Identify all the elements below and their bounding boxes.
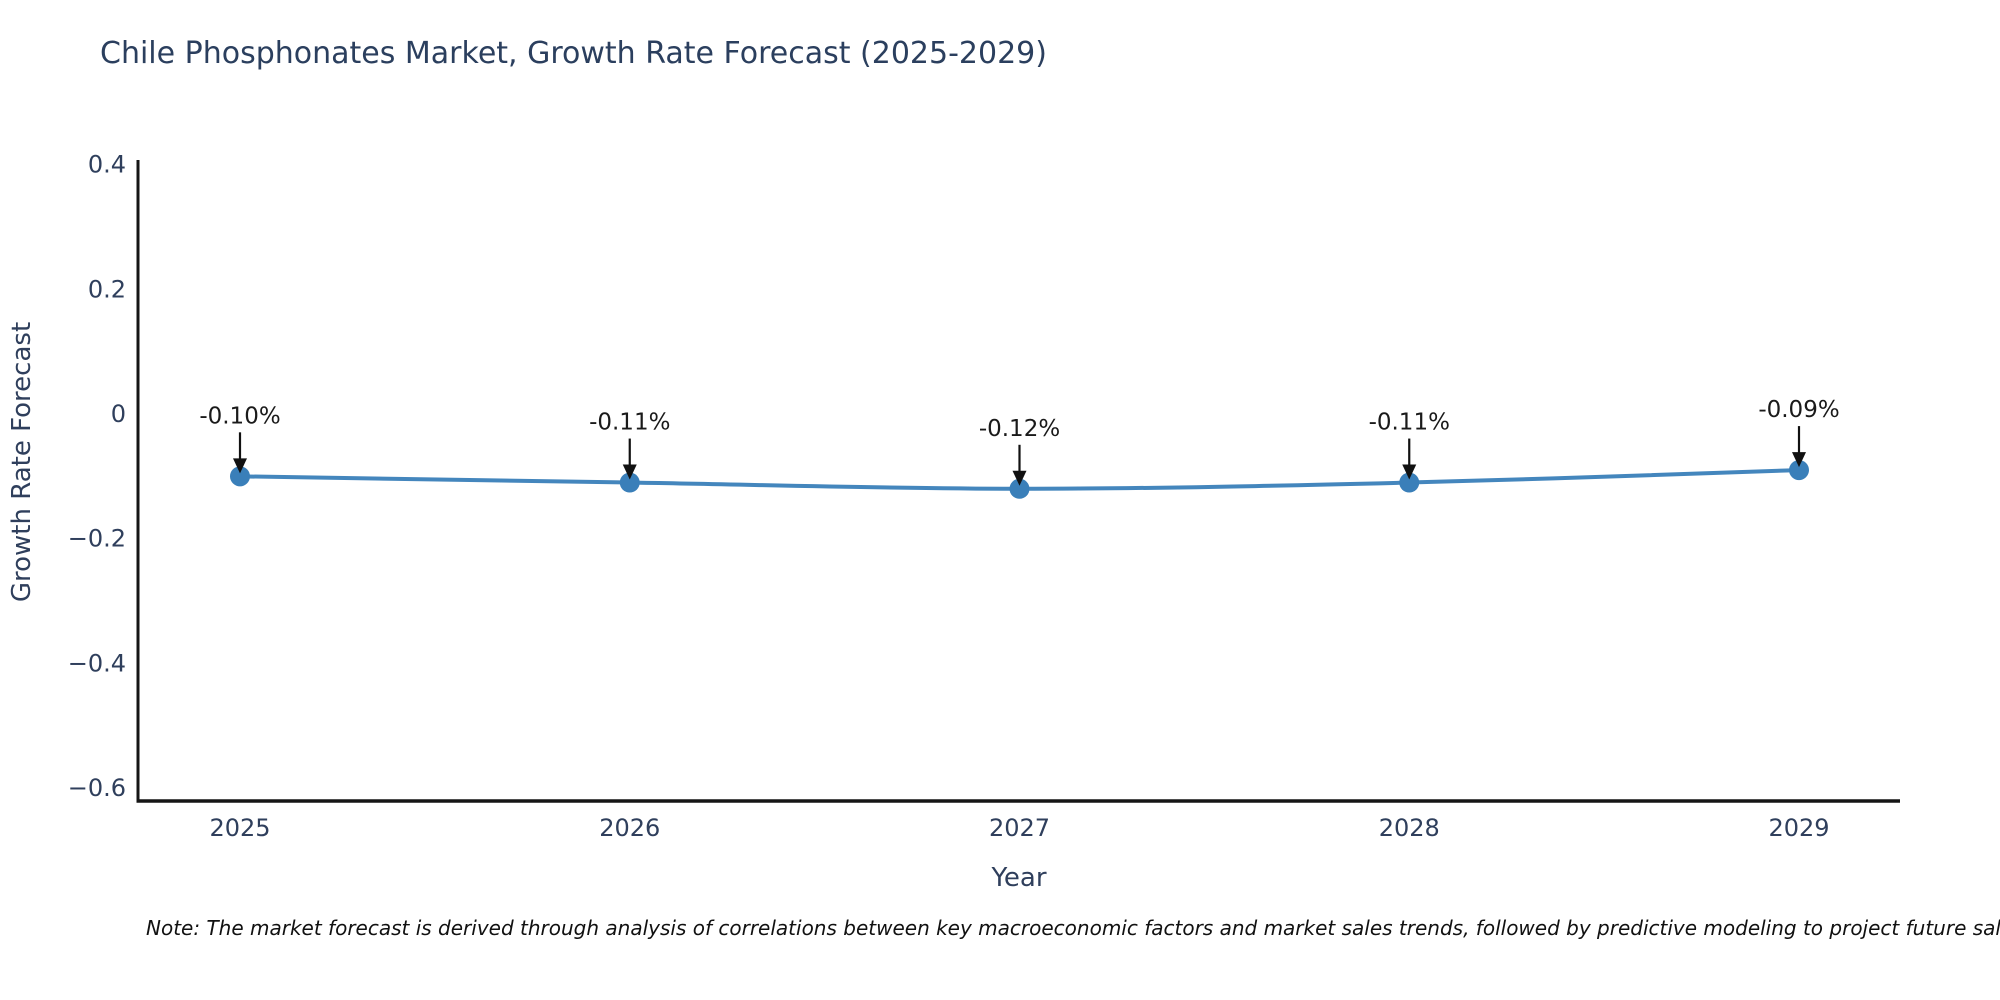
axes: [136, 160, 1900, 803]
x-axis-ticks: 2025 2026 2027 2028 2029: [209, 814, 1829, 842]
data-point-marker: [1789, 460, 1809, 481]
y-tick-label: −0.4: [68, 649, 126, 677]
x-tick-label: 2026: [599, 814, 660, 842]
annotation-label: -0.12%: [979, 416, 1060, 442]
y-tick-label: 0.2: [88, 275, 126, 303]
y-tick-label: −0.6: [68, 774, 126, 802]
x-tick-label: 2025: [209, 814, 270, 842]
y-tick-label: 0.4: [88, 151, 126, 179]
annotation-arrowhead: [1402, 464, 1417, 480]
x-tick-label: 2028: [1379, 814, 1440, 842]
y-axis-title: Growth Rate Forecast: [7, 322, 37, 602]
footnote: Note: The market forecast is derived thr…: [146, 916, 2000, 940]
annotations: -0.10% -0.11% -0.12% -0.11% -0.09%: [199, 397, 1840, 486]
annotation-arrowhead: [233, 458, 247, 474]
annotation-arrowhead: [622, 464, 637, 480]
annotation-label: -0.11%: [1369, 410, 1450, 436]
series-growth-rate: [230, 460, 1809, 499]
y-tick-label: −0.2: [68, 525, 126, 553]
annotation-label: -0.09%: [1758, 397, 1839, 423]
annotation-arrowhead: [1792, 452, 1806, 468]
x-tick-label: 2027: [989, 814, 1050, 842]
axis-titles: Growth Rate Forecast Year: [7, 322, 1047, 893]
chart-title: Chile Phosphonates Market, Growth Rate F…: [100, 36, 1047, 71]
annotation-label: -0.11%: [589, 410, 670, 436]
data-point-marker: [230, 466, 250, 487]
annotation-label: -0.10%: [199, 403, 280, 429]
y-axis-ticks: 0.4 0.2 0 −0.2 −0.4 −0.6: [68, 151, 126, 802]
x-tick-label: 2029: [1768, 814, 1829, 842]
annotation-arrowhead: [1012, 470, 1027, 486]
data-point-marker: [619, 472, 640, 493]
x-axis-title: Year: [990, 863, 1046, 893]
data-point-marker: [1399, 472, 1420, 493]
y-tick-label: 0: [111, 400, 126, 428]
data-point-marker: [1009, 478, 1030, 499]
